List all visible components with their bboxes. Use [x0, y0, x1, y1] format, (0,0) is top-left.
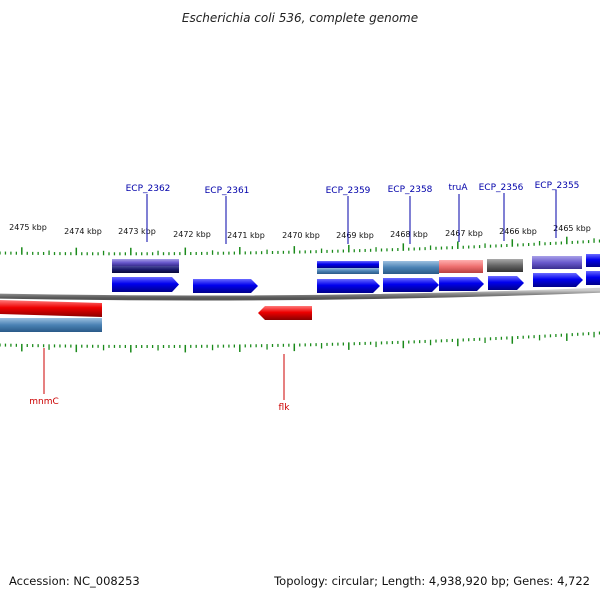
tick-label: 2469 kbp — [336, 231, 374, 240]
forward-gene-arrow[interactable] — [112, 277, 179, 292]
tick-label: 2466 kbp — [499, 227, 537, 236]
forward-gene-arrow[interactable] — [586, 271, 600, 285]
feature-block — [317, 268, 379, 274]
reverse-gene-arrow[interactable] — [0, 300, 102, 317]
outer-tick-track — [0, 236, 600, 256]
page-title: Escherichia coli 536, complete genome — [182, 11, 418, 25]
tick-label: 2471 kbp — [227, 231, 265, 240]
feature-block — [112, 266, 179, 273]
label-leaders — [43, 190, 557, 400]
reverse-gene-arrow[interactable] — [258, 306, 312, 320]
gene-label-ecp2361[interactable]: ECP_2361 — [205, 186, 250, 196]
feature-block — [586, 254, 600, 267]
forward-gene-arrow[interactable] — [383, 278, 439, 292]
accession-text: Accession: NC_008253 — [9, 574, 140, 588]
forward-gene-arrow[interactable] — [317, 279, 380, 293]
tick-label: 2472 kbp — [173, 230, 211, 239]
tick-label: 2475 kbp — [9, 223, 47, 232]
feature-block — [317, 261, 379, 268]
feature-block — [383, 261, 439, 274]
forward-gene-arrow[interactable] — [193, 279, 258, 293]
reverse-cds-track — [0, 300, 312, 320]
forward-gene-arrow[interactable] — [488, 276, 524, 290]
tick-label-group: 2475 kbp 2474 kbp 2473 kbp 2472 kbp 2471… — [9, 223, 591, 240]
gene-label-ecp2358[interactable]: ECP_2358 — [388, 185, 433, 195]
gene-label-flk[interactable]: flk — [279, 403, 291, 413]
tick-label: 2467 kbp — [445, 229, 483, 238]
gene-label-ecp2355[interactable]: ECP_2355 — [535, 181, 580, 191]
feature-block — [487, 259, 523, 272]
inner-tick-track — [0, 331, 600, 353]
feature-track-lower — [0, 318, 102, 332]
tick-label: 2468 kbp — [390, 230, 428, 239]
gene-label-trua[interactable]: truA — [448, 183, 468, 193]
feature-track-upper — [112, 254, 600, 274]
backbone-arc — [0, 287, 600, 301]
gene-label-ecp2362[interactable]: ECP_2362 — [126, 184, 171, 194]
topology-text: Topology: circular; Length: 4,938,920 bp… — [274, 574, 590, 588]
forward-cds-track — [112, 271, 600, 293]
feature-block — [112, 259, 179, 266]
tick-label: 2473 kbp — [118, 227, 156, 236]
forward-gene-arrow[interactable] — [439, 277, 484, 291]
tick-label: 2474 kbp — [64, 227, 102, 236]
gene-label-mnmc[interactable]: mnmC — [29, 397, 59, 407]
feature-block — [0, 318, 102, 332]
forward-gene-arrow[interactable] — [533, 273, 583, 287]
gene-label-ecp2356[interactable]: ECP_2356 — [479, 183, 524, 193]
feature-block — [532, 256, 582, 269]
feature-block — [439, 260, 483, 273]
gene-label-ecp2359[interactable]: ECP_2359 — [326, 186, 371, 196]
tick-label: 2465 kbp — [553, 224, 591, 233]
tick-label: 2470 kbp — [282, 231, 320, 240]
